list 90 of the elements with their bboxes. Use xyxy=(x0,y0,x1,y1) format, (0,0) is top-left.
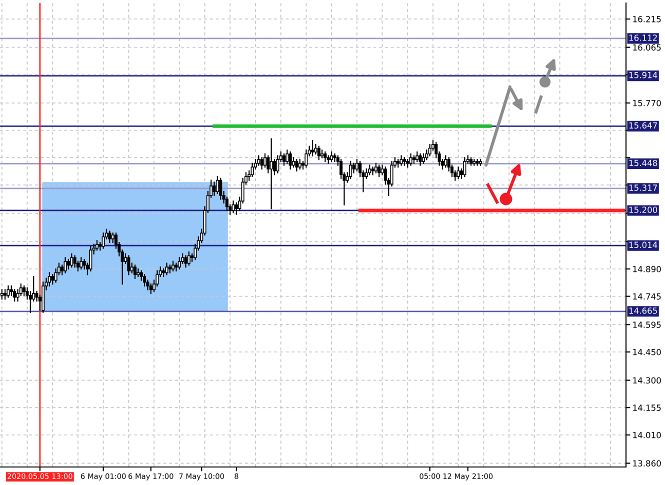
candlestick xyxy=(178,257,181,270)
y-tick-label: 15.770 xyxy=(633,100,661,106)
y-tick-label: 14.890 xyxy=(633,266,661,272)
ref-line-label: 15.014 xyxy=(629,242,658,248)
candlestick xyxy=(48,272,51,286)
candlestick xyxy=(263,153,267,168)
y-tick-label: 16.215 xyxy=(633,16,661,22)
candlestick xyxy=(172,260,175,272)
candlestick xyxy=(136,268,140,278)
ref-line-label: 16.112 xyxy=(629,34,657,41)
candlestick xyxy=(352,162,356,174)
candlestick xyxy=(310,140,314,156)
candlestick xyxy=(0,289,4,300)
candlestick xyxy=(174,262,178,272)
y-tick-label: 14.450 xyxy=(633,348,661,356)
candlestick xyxy=(288,151,292,170)
candlestick xyxy=(317,146,320,160)
candlestick xyxy=(292,157,296,168)
candlestick xyxy=(428,144,432,156)
candlestick xyxy=(51,274,54,285)
candlestick xyxy=(28,291,32,313)
candlestick xyxy=(250,162,254,178)
y-tick-label: 14.010 xyxy=(633,432,661,438)
candlestick xyxy=(143,274,146,286)
candlestick xyxy=(80,257,83,270)
candlestick xyxy=(13,289,16,302)
candlestick xyxy=(270,138,273,210)
candlestick xyxy=(304,150,308,168)
candlestick xyxy=(349,160,352,179)
y-tick-label: 14.595 xyxy=(633,322,661,328)
candlestick xyxy=(184,255,188,268)
candlestick xyxy=(298,159,302,170)
candlestick xyxy=(165,262,168,276)
candlestick xyxy=(456,166,460,179)
candlestick xyxy=(22,285,26,296)
candlestick xyxy=(111,232,114,244)
candlestick xyxy=(232,200,235,213)
candlestick xyxy=(282,153,286,166)
candlestick xyxy=(400,155,403,166)
candlestick xyxy=(212,182,216,196)
candlestick xyxy=(260,157,264,170)
candlestick xyxy=(463,157,466,178)
candlestick xyxy=(89,246,92,272)
candlestick xyxy=(108,230,112,244)
ref-line-label: 15.448 xyxy=(629,160,658,166)
candlestick xyxy=(295,159,298,172)
candlestick xyxy=(416,151,419,162)
candlestick xyxy=(409,153,412,166)
ref-line-label: 15.317 xyxy=(629,184,657,191)
candlestick xyxy=(333,153,336,162)
y-tick-label: 14.745 xyxy=(633,293,661,300)
candlestick xyxy=(276,155,280,174)
candlestick xyxy=(330,151,334,162)
candlestick xyxy=(70,253,74,268)
candlestick xyxy=(60,264,64,276)
ref-line-label: 14.665 xyxy=(629,308,657,314)
y-tick-label: 16.065 xyxy=(633,44,661,51)
candlestick xyxy=(418,153,422,166)
candlestick xyxy=(187,251,190,266)
candlestick xyxy=(73,255,76,268)
candlestick xyxy=(66,258,70,270)
candlestick xyxy=(127,255,130,276)
candlestick xyxy=(368,164,372,176)
y-tick-label: 14.300 xyxy=(633,377,661,384)
candlestick xyxy=(95,240,99,251)
candlestick xyxy=(444,155,448,168)
candlestick xyxy=(324,151,327,162)
y-tick-label: 13.860 xyxy=(633,460,661,467)
y-tick-label: 14.155 xyxy=(633,404,661,411)
candlestick xyxy=(216,176,219,194)
ref-line-label: 15.647 xyxy=(629,122,657,129)
candlestick xyxy=(286,150,289,164)
ref-line-label: 15.200 xyxy=(629,206,658,213)
candlestick xyxy=(234,202,238,215)
candlestick xyxy=(371,166,374,176)
candlestick xyxy=(355,159,358,172)
candlestick xyxy=(314,144,318,154)
candlestick xyxy=(257,155,260,166)
candlestick xyxy=(374,162,378,174)
candlestick xyxy=(102,232,105,249)
candlestick xyxy=(133,264,137,279)
candlestick xyxy=(6,285,10,298)
candlestick xyxy=(378,164,381,178)
candlestick xyxy=(149,283,152,294)
candlestick xyxy=(64,257,67,274)
candlestick xyxy=(219,178,222,200)
candlestick xyxy=(4,289,7,300)
candlestick xyxy=(364,168,368,179)
ref-line-label: 15.914 xyxy=(629,72,658,78)
candlestick xyxy=(422,153,425,164)
